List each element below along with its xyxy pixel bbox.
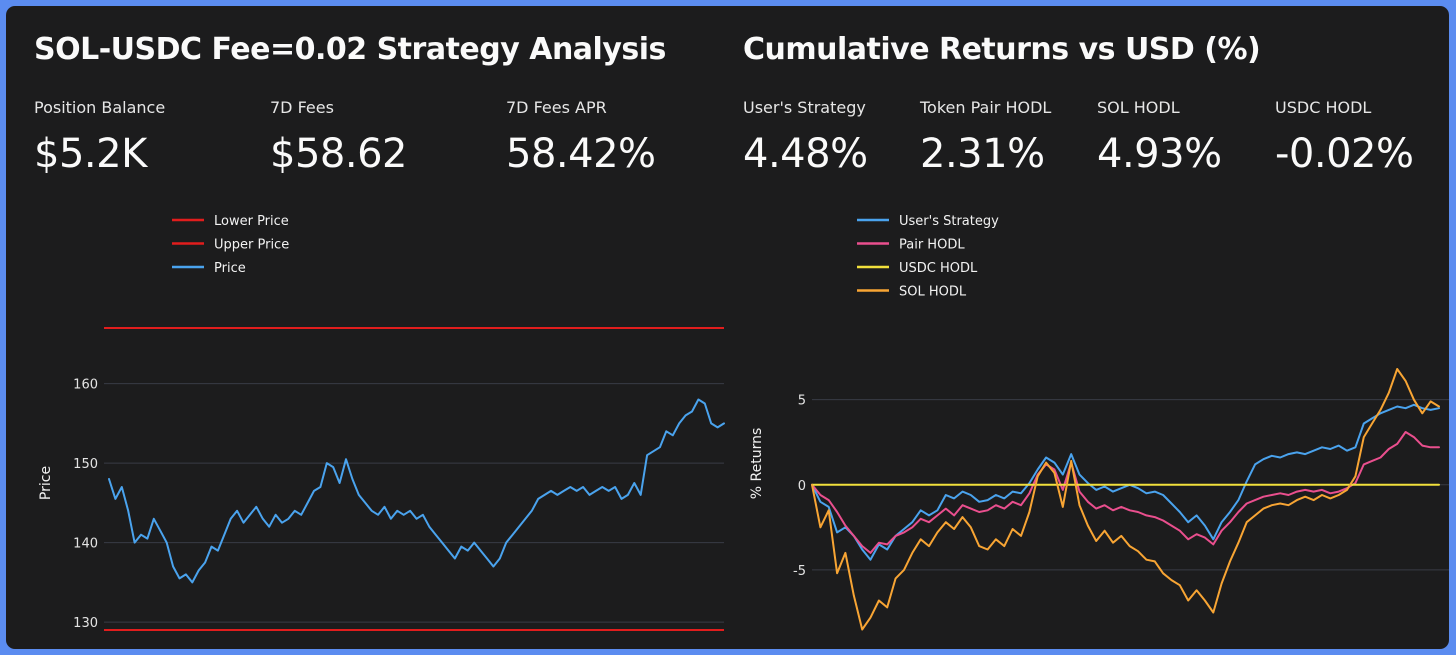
y-tick-label: 150 bbox=[73, 457, 98, 472]
metric-position-balance: Position Balance $5.2K bbox=[34, 98, 165, 177]
metric-value: 58.42% bbox=[506, 131, 656, 177]
metric-7d-fees: 7D Fees $58.62 bbox=[270, 98, 407, 177]
y-axis-title: Price bbox=[38, 466, 54, 500]
metric-value: $58.62 bbox=[270, 131, 407, 177]
metric-value: $5.2K bbox=[34, 131, 147, 177]
y-tick-label: 5 bbox=[798, 394, 806, 409]
returns-chart: -5 0 5 % Returns User's Strategy Pair HODL USD… bbox=[749, 214, 1449, 631]
metric-usdc-hodl: USDC HODL -0.02% bbox=[1275, 98, 1414, 177]
legend-label-lower-price: Lower Price bbox=[214, 214, 289, 229]
sol-hodl-series bbox=[811, 368, 1440, 631]
strategy-analysis-panel: SOL-USDC Fee=0.02 Strategy Analysis Posi… bbox=[6, 6, 726, 649]
y-tick-label: 130 bbox=[73, 616, 98, 631]
metric-value: 2.31% bbox=[920, 131, 1045, 177]
metric-label: USDC HODL bbox=[1275, 98, 1372, 117]
legend-label-pair-hodl: Pair HODL bbox=[899, 238, 965, 253]
metric-label: Position Balance bbox=[34, 98, 166, 117]
user-s-strategy-series bbox=[811, 403, 1440, 561]
metric-value: 4.93% bbox=[1097, 131, 1222, 177]
price-chart: 130 140 150 160 Price Lower Price Upper Price P… bbox=[38, 214, 725, 631]
strategy-analysis-title: SOL-USDC Fee=0.02 Strategy Analysis bbox=[34, 32, 666, 67]
legend-label-user-s-strategy: User's Strategy bbox=[899, 214, 999, 229]
metric-users-strategy: User's Strategy 4.48% bbox=[743, 98, 868, 177]
y-tick-label: 0 bbox=[798, 479, 806, 494]
pair-hodl-series bbox=[811, 431, 1440, 554]
y-tick-label: 160 bbox=[73, 378, 98, 393]
cumulative-returns-title: Cumulative Returns vs USD (%) bbox=[743, 32, 1261, 67]
legend-label-usdc-hodl: USDC HODL bbox=[899, 261, 978, 276]
cumulative-returns-panel: Cumulative Returns vs USD (%) User's Str… bbox=[726, 6, 1449, 649]
metric-value: 4.48% bbox=[743, 131, 868, 177]
legend-label-sol-hodl: SOL HODL bbox=[899, 285, 967, 300]
legend-label-price: Price bbox=[214, 261, 246, 276]
y-tick-label: -5 bbox=[793, 564, 806, 579]
dashboard-frame: SOL-USDC Fee=0.02 Strategy Analysis Posi… bbox=[6, 6, 1449, 649]
metric-label: SOL HODL bbox=[1097, 98, 1180, 117]
y-tick-label: 140 bbox=[73, 537, 98, 552]
metric-value: -0.02% bbox=[1275, 131, 1414, 177]
metric-sol-hodl: SOL HODL 4.93% bbox=[1097, 98, 1222, 177]
price-series bbox=[108, 398, 725, 584]
metric-token-pair-hodl: Token Pair HODL 2.31% bbox=[920, 98, 1051, 177]
metric-label: 7D Fees bbox=[270, 98, 334, 117]
metric-7d-fees-apr: 7D Fees APR 58.42% bbox=[506, 98, 656, 177]
metric-label: Token Pair HODL bbox=[920, 98, 1052, 117]
metric-label: User's Strategy bbox=[743, 98, 866, 117]
y-axis-title: % Returns bbox=[749, 428, 765, 500]
legend-label-upper-price: Upper Price bbox=[214, 238, 289, 253]
metric-label: 7D Fees APR bbox=[506, 98, 607, 117]
